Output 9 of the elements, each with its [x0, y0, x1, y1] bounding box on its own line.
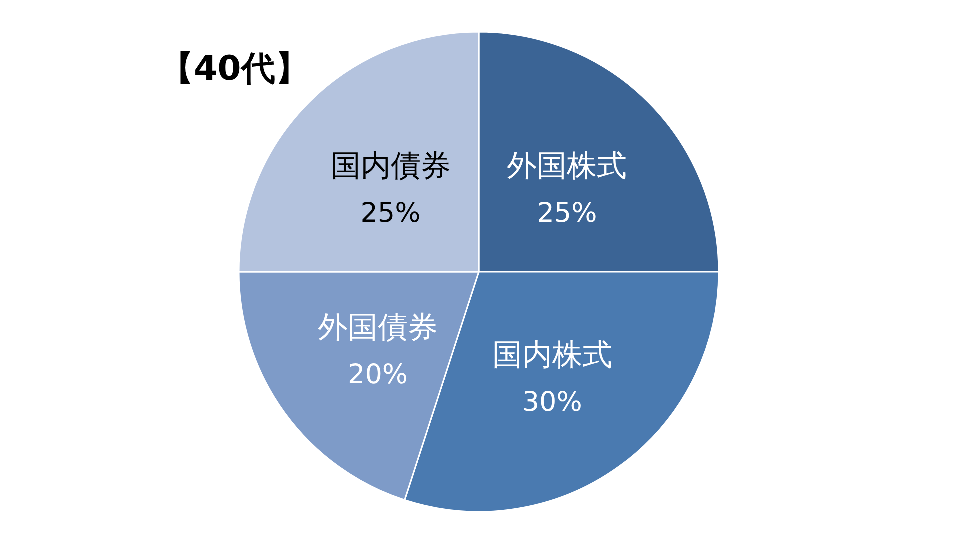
data-label: 20%	[348, 359, 408, 390]
data-label: 30%	[522, 386, 582, 418]
slice-label: 外国債券	[318, 310, 438, 346]
text: 【40代】	[160, 49, 310, 89]
data-label: 25%	[537, 198, 598, 229]
slice-label: 国内債券	[330, 148, 451, 184]
slice-label: 外国株式	[507, 148, 628, 184]
slice-label: 国内株式	[492, 338, 612, 373]
data-label: 25%	[360, 198, 421, 229]
